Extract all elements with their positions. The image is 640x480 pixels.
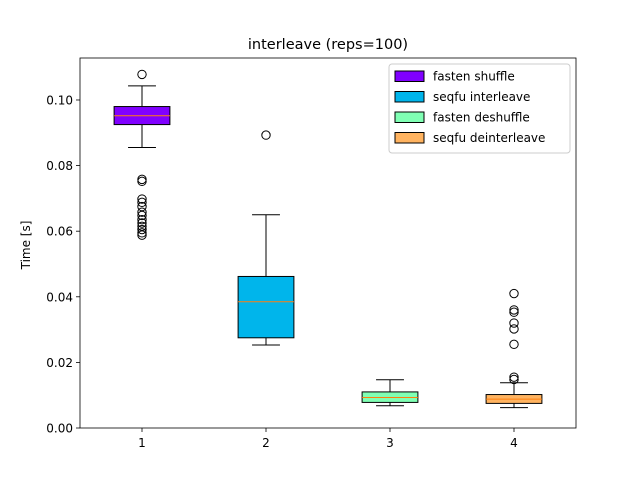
outlier-point [509, 374, 519, 385]
y-tick-label: 0.02 [46, 356, 73, 370]
outlier-point [137, 69, 147, 80]
outlier-point [137, 230, 147, 240]
legend-swatch [394, 111, 425, 123]
y-tick-label: 0.08 [46, 159, 73, 173]
outlier-point [509, 372, 519, 382]
outlier-point [137, 228, 147, 238]
outlier-point [509, 318, 519, 328]
outlier-point [261, 130, 271, 140]
y-tick-label: 0.00 [46, 422, 73, 436]
x-tick-label: 4 [510, 436, 518, 450]
legend-label: fasten shuffle [433, 70, 515, 84]
y-tick-label: 0.04 [46, 290, 73, 304]
legend-swatch [394, 132, 425, 144]
outlier-point [509, 324, 519, 334]
legend-swatch [394, 91, 425, 103]
chart-title: interleave (reps=100) [248, 37, 408, 53]
outlier-point [509, 288, 519, 299]
box-1 [113, 69, 171, 240]
outlier-point [137, 194, 147, 204]
box-4 [485, 288, 543, 409]
outlier-point [509, 305, 519, 315]
legend: fasten shuffle seqfu interleave fasten des… [388, 63, 571, 154]
legend-frame [388, 63, 571, 154]
legend-swatch [394, 70, 425, 82]
iqr-box [237, 275, 295, 339]
outlier-point [509, 307, 519, 317]
outlier-point [137, 215, 147, 225]
outlier-point [137, 207, 147, 217]
outlier-point [509, 339, 519, 350]
plot-area: 0.00 0.02 0.04 0.06 0.08 0.10 1 2 3 4 [46, 57, 577, 450]
x-tick-label: 1 [138, 436, 146, 450]
outlier-point [137, 197, 147, 208]
axes-frame [79, 57, 577, 429]
y-tick-label: 0.10 [46, 93, 73, 107]
outlier-point [137, 218, 147, 228]
x-tick-label: 3 [386, 436, 394, 450]
legend-label: seqfu deinterleave [433, 131, 545, 145]
box-2 [237, 130, 295, 346]
y-tick-label: 0.06 [46, 225, 73, 239]
outlier-point [137, 224, 147, 235]
legend-label: fasten deshuffle [433, 111, 530, 125]
box-3 [361, 379, 419, 407]
outlier-point [137, 176, 147, 187]
y-axis-label: Time [s] [19, 221, 33, 271]
x-tick-label: 2 [262, 436, 270, 450]
outlier-point [137, 210, 147, 221]
legend-label: seqfu interleave [433, 90, 530, 104]
